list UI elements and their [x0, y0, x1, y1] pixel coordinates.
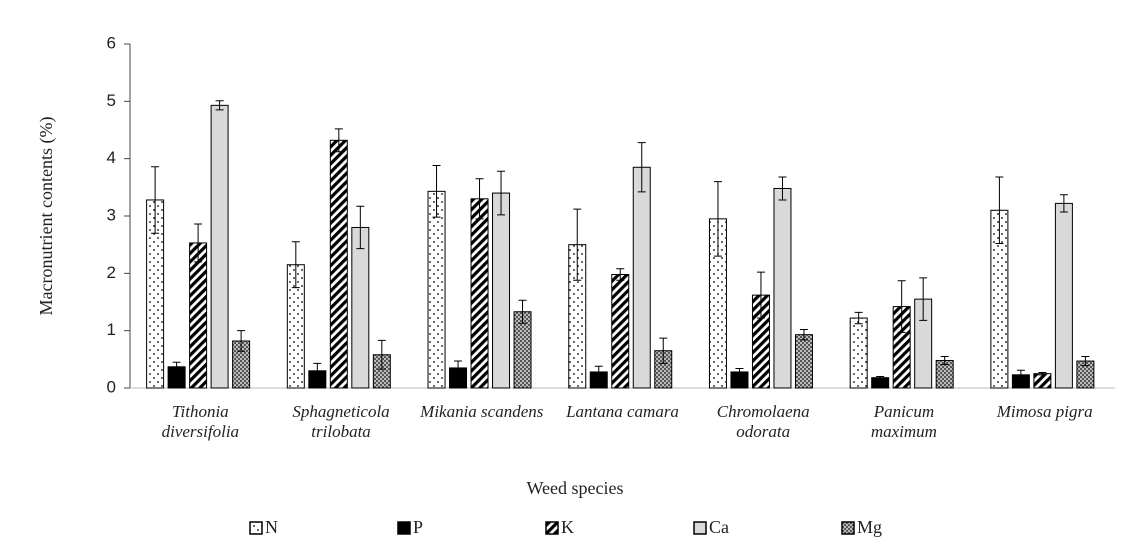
- y-tick-label: 0: [107, 377, 116, 396]
- error-bar: [756, 271, 765, 319]
- x-tick-label: Lantana camara: [566, 402, 679, 421]
- bar: [794, 334, 813, 389]
- x-tick-label: Chromolaena odorata: [716, 402, 810, 441]
- y-axis-title: Macronutrient contents (%): [36, 117, 57, 316]
- error-bar: [594, 365, 603, 379]
- error-bar: [876, 376, 885, 380]
- x-tick-label: Sphagneticola trilobata: [292, 402, 390, 441]
- error-bar: [454, 360, 463, 376]
- y-tick-label: 3: [107, 205, 116, 224]
- error-bar: [854, 311, 863, 325]
- error-bar: [194, 223, 203, 263]
- y-tick-label: 6: [107, 33, 116, 52]
- error-bar: [215, 100, 224, 111]
- bar: [492, 192, 511, 389]
- error-bar: [313, 362, 322, 379]
- legend-label: N: [265, 517, 278, 537]
- error-bar: [637, 142, 646, 193]
- error-bar: [616, 268, 625, 281]
- error-bar: [291, 241, 300, 289]
- error-bar: [573, 208, 582, 281]
- x-tick-label: Mimosa pigra: [996, 402, 1093, 421]
- error-bar: [778, 176, 787, 201]
- error-bar: [940, 355, 949, 365]
- x-tick-label: Panicum maximum: [870, 402, 937, 441]
- bar: [1054, 202, 1073, 389]
- bar: [427, 190, 446, 389]
- error-bar: [172, 361, 181, 372]
- bar: [632, 166, 651, 389]
- legend-swatch: [693, 521, 707, 535]
- error-bar: [659, 337, 668, 364]
- bar: [849, 317, 868, 389]
- bar: [189, 242, 208, 389]
- y-tick-label: 5: [107, 91, 116, 110]
- legend-label: P: [413, 517, 423, 537]
- bar: [1033, 373, 1052, 389]
- x-axis-title: Weed species: [526, 478, 623, 498]
- error-bar: [237, 330, 246, 352]
- error-bar: [919, 277, 928, 321]
- bar: [210, 104, 229, 389]
- bar: [470, 198, 489, 389]
- error-bar: [1059, 194, 1068, 213]
- error-bar: [334, 128, 343, 153]
- error-bar: [377, 339, 386, 370]
- error-bar: [799, 329, 808, 341]
- legend-swatch: [249, 521, 263, 535]
- error-bar: [735, 368, 744, 376]
- legend-label: K: [561, 517, 574, 537]
- error-bar: [151, 166, 160, 234]
- bar: [611, 273, 630, 389]
- error-bar: [356, 205, 365, 250]
- error-bar: [897, 280, 906, 333]
- bar: [351, 226, 370, 389]
- error-bar: [1016, 369, 1025, 380]
- legend-swatch: [841, 521, 855, 535]
- y-tick-label: 1: [107, 320, 116, 339]
- error-bar: [518, 299, 527, 324]
- error-bar: [713, 181, 722, 257]
- error-bar: [475, 178, 484, 220]
- error-bar: [1081, 355, 1090, 367]
- x-tick-label: Mikania scandens: [420, 402, 544, 421]
- bar: [329, 139, 348, 389]
- y-tick-label: 4: [107, 148, 116, 167]
- error-bar: [497, 170, 506, 216]
- error-bar: [432, 165, 441, 218]
- legend-label: Ca: [709, 517, 729, 537]
- bar: [773, 187, 792, 389]
- legend-swatch: [545, 521, 559, 535]
- x-tick-label: Tithonia diversifolia: [161, 402, 240, 441]
- y-tick-label: 2: [107, 263, 116, 282]
- legend-swatch: [397, 521, 411, 535]
- error-bar: [995, 176, 1004, 245]
- error-bar: [1038, 372, 1047, 376]
- legend-label: Mg: [857, 517, 882, 537]
